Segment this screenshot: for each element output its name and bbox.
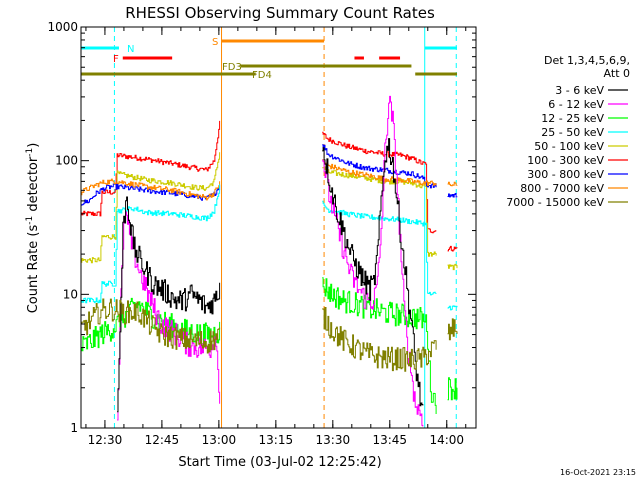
plot-frame <box>80 26 477 429</box>
y-axis-label: Count Rate (s-1 detector-1) <box>25 143 41 314</box>
legend-label-3-6-kev: 3 - 6 keV <box>555 84 604 97</box>
x-tick-label-13-00: 13:00 <box>202 433 237 447</box>
series-100-300-kev <box>81 120 458 252</box>
flag-label-n: N <box>127 44 134 55</box>
legend-label-6-12-kev: 6 - 12 keV <box>548 98 604 111</box>
legend-label-50-100-kev: 50 - 100 keV <box>534 140 604 153</box>
flag-label-fd4: FD4 <box>252 70 272 81</box>
x-axis-label: Start Time (03-Jul-02 12:25:42) <box>178 455 381 470</box>
series-12-25-kev <box>81 277 458 414</box>
y-tick-label-100: 100 <box>55 154 78 168</box>
legend-header-0: Det 1,3,4,5,6,9, <box>544 54 630 67</box>
x-tick-label-13-45: 13:45 <box>372 433 407 447</box>
series-7000-15000-kev <box>81 298 458 372</box>
legend-label-100-300-kev: 100 - 300 keV <box>527 154 604 167</box>
legend-label-800-7000-kev: 800 - 7000 keV <box>520 182 604 195</box>
legend-label-300-800-kev: 300 - 800 keV <box>527 168 604 181</box>
legend-header-1: Att 0 <box>604 67 630 80</box>
x-tick-label-13-30: 13:30 <box>316 433 351 447</box>
legend-label-7000-15000-kev: 7000 - 15000 keV <box>506 196 604 209</box>
x-tick-label-14-00: 14:00 <box>429 433 464 447</box>
legend-label-25-50-kev: 25 - 50 keV <box>541 126 604 139</box>
series-800-7000-kev <box>81 159 458 201</box>
x-tick-label-12-30: 12:30 <box>88 433 123 447</box>
x-tick-label-13-15: 13:15 <box>259 433 294 447</box>
flag-label-f: F <box>113 54 119 65</box>
plot-area: NF S FD3 FD4 <box>81 27 458 428</box>
legend-label-12-25-kev: 12 - 25 keV <box>541 112 604 125</box>
footer-date: 16-Oct-2021 23:15 <box>560 468 636 477</box>
flag-label-fd3: FD3 <box>222 62 242 73</box>
y-tick-label-1: 1 <box>70 421 78 435</box>
chart-title: RHESSI Observing Summary Count Rates <box>125 4 435 22</box>
series-3-6-kev <box>117 138 424 413</box>
x-tick-label-12-45: 12:45 <box>145 433 180 447</box>
y-tick-label-1000: 1000 <box>47 20 78 34</box>
flag-label-s: S <box>212 37 218 48</box>
y-tick-label-10: 10 <box>63 287 78 301</box>
